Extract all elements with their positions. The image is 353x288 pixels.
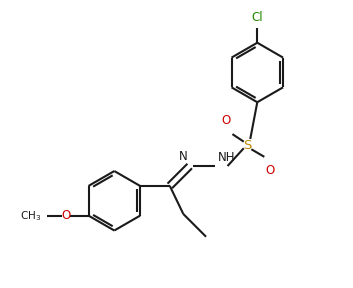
Text: Cl: Cl (251, 11, 263, 24)
Text: O: O (266, 164, 275, 177)
Text: N: N (179, 150, 187, 163)
Text: O: O (61, 209, 71, 222)
Text: O: O (222, 114, 231, 127)
Text: NH: NH (218, 151, 235, 164)
Text: S: S (243, 139, 252, 152)
Text: CH$_3$: CH$_3$ (20, 209, 42, 223)
